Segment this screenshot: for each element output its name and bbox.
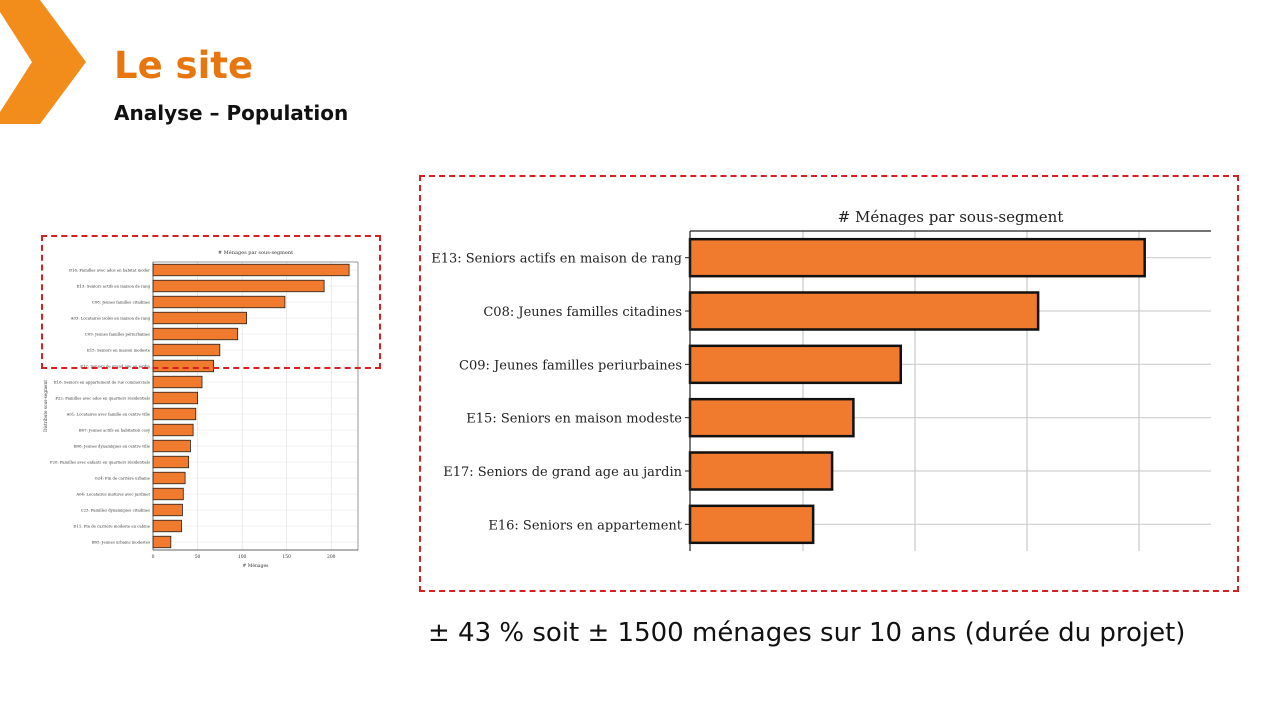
small-category-label: A01: Locataires avec famille en centre v… bbox=[66, 412, 151, 417]
small-category-label: B05: Jeunes urbains modestes bbox=[92, 540, 150, 545]
page-title: Le site bbox=[114, 44, 254, 87]
zoom-bar bbox=[688, 344, 903, 385]
small-tick-label: 100 bbox=[238, 554, 247, 560]
brand-chevron-logo bbox=[0, 0, 86, 124]
zoom-bar bbox=[688, 397, 855, 438]
small-bar bbox=[152, 519, 182, 533]
small-category-label: E13: Seniors actifs en maison de rang bbox=[77, 284, 151, 289]
small-bar bbox=[152, 471, 186, 485]
zoom-category-label: C08: Jeunes familles citadines bbox=[483, 305, 682, 320]
small-bar bbox=[152, 391, 198, 405]
small-category-label: B06: Jeunes dynamiques en centre ville bbox=[74, 444, 151, 449]
zoom-bar bbox=[688, 451, 834, 491]
small-tick-label: 50 bbox=[195, 554, 201, 560]
zoom-category-label: E16: Seniors en appartement bbox=[488, 518, 682, 533]
zoom-category-label: E15: Seniors en maison modeste bbox=[466, 412, 682, 427]
small-category-label: E16: Seniors en appartement de rue comme… bbox=[54, 380, 151, 385]
small-category-label: D16: Familles avec ados en habitat moder bbox=[69, 268, 150, 273]
small-x-axis-label: # Ménages bbox=[243, 562, 270, 569]
small-bar bbox=[152, 407, 197, 421]
small-bar bbox=[152, 439, 191, 453]
highlight-box-small bbox=[41, 235, 381, 369]
projection-caption: ± 43 % soit ± 1500 ménages sur 10 ans (d… bbox=[428, 618, 1186, 648]
small-category-label: A03: Locataires isolés en maison de rang bbox=[70, 316, 151, 321]
small-category-label: B07: Jeunes actifs en habitation cosy bbox=[79, 428, 151, 433]
small-bar bbox=[152, 455, 190, 469]
small-bar bbox=[152, 503, 183, 517]
small-category-label: D11: Fin de carrière modeste en cabine bbox=[73, 524, 150, 529]
small-bar bbox=[152, 535, 172, 549]
small-category-label: A04: Locataires matures avec jardinet bbox=[75, 492, 150, 497]
small-category-label: C23: Familles dynamiques citadines bbox=[81, 508, 150, 513]
small-category-label: C09: Jeunes familles périurbaines bbox=[85, 332, 150, 337]
zoom-segment-chart: # Ménages par sous-segment E13: Seniors a… bbox=[431, 208, 1211, 551]
small-category-label: F20: Familles avec enfants en quartiers … bbox=[50, 460, 150, 465]
small-y-axis-label: Distribute sous-segment bbox=[43, 380, 48, 432]
zoom-bar bbox=[688, 291, 1040, 331]
small-category-label: G24: Fin de carrière urbaine bbox=[95, 476, 151, 481]
small-tick-label: 200 bbox=[327, 554, 336, 560]
small-category-label: C08: Jeunes familles citadines bbox=[92, 300, 150, 305]
zoom-chart-title: # Ménages par sous-segment bbox=[838, 208, 1064, 226]
small-bar bbox=[152, 423, 194, 437]
small-tick-label: 150 bbox=[282, 554, 291, 560]
small-category-label: E15: Seniors en maison modeste bbox=[87, 348, 151, 353]
small-tick-label: 0 bbox=[152, 554, 155, 560]
highlight-box-zoom bbox=[419, 175, 1239, 592]
zoom-category-label: E13: Seniors actifs en maison de rang bbox=[431, 252, 682, 267]
zoom-bar bbox=[688, 504, 815, 545]
small-bar bbox=[152, 375, 203, 389]
small-bar bbox=[152, 487, 184, 501]
zoom-category-label: E17: Seniors de grand age au jardin bbox=[443, 465, 682, 480]
small-category-label: F22: Familles avec ados en quartiers rés… bbox=[55, 396, 150, 401]
full-segment-chart: # Ménages par sous-segment 0 50 100 150 200 D1… bbox=[43, 249, 359, 569]
zoom-bar bbox=[688, 237, 1146, 278]
zoom-category-label: C09: Jeunes familles periurbaines bbox=[459, 358, 682, 373]
small-chart-title: # Ménages par sous-segment bbox=[218, 249, 293, 256]
page-subtitle: Analyse – Population bbox=[114, 101, 349, 125]
small-category-label: E17: Seniors de grand age au jardin bbox=[80, 364, 150, 369]
